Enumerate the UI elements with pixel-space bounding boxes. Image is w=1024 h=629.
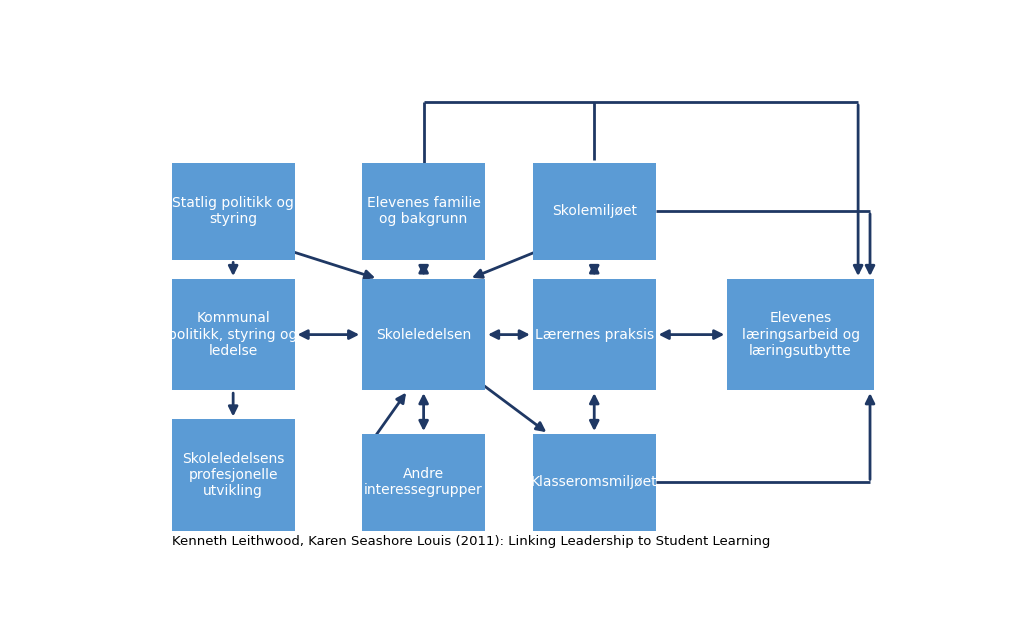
Text: Andre
interessegrupper: Andre interessegrupper (365, 467, 483, 498)
Text: Kommunal
politikk, styring og
ledelse: Kommunal politikk, styring og ledelse (169, 311, 298, 358)
Text: Skolemiljøet: Skolemiljøet (552, 204, 637, 218)
FancyBboxPatch shape (172, 279, 295, 390)
Text: Statlig politikk og
styring: Statlig politikk og styring (172, 196, 294, 226)
FancyBboxPatch shape (172, 420, 295, 531)
FancyBboxPatch shape (362, 434, 485, 531)
Text: Skoleledelsens
profesjonelle
utvikling: Skoleledelsens profesjonelle utvikling (182, 452, 285, 498)
FancyBboxPatch shape (532, 163, 655, 260)
FancyBboxPatch shape (172, 163, 295, 260)
Text: Kenneth Leithwood, Karen Seashore Louis (2011): Linking Leadership to Student Le: Kenneth Leithwood, Karen Seashore Louis … (172, 535, 770, 548)
Text: Lærernes praksis: Lærernes praksis (535, 328, 653, 342)
FancyBboxPatch shape (532, 279, 655, 390)
Text: Skoleledelsen: Skoleledelsen (376, 328, 471, 342)
FancyBboxPatch shape (532, 434, 655, 531)
Text: Elevenes
læringsarbeid og
læringsutbytte: Elevenes læringsarbeid og læringsutbytte (741, 311, 859, 358)
Text: Elevenes familie
og bakgrunn: Elevenes familie og bakgrunn (367, 196, 480, 226)
FancyBboxPatch shape (362, 279, 485, 390)
FancyBboxPatch shape (727, 279, 873, 390)
Text: Klasseromsmiljøet: Klasseromsmiljøet (530, 476, 657, 489)
FancyBboxPatch shape (362, 163, 485, 260)
